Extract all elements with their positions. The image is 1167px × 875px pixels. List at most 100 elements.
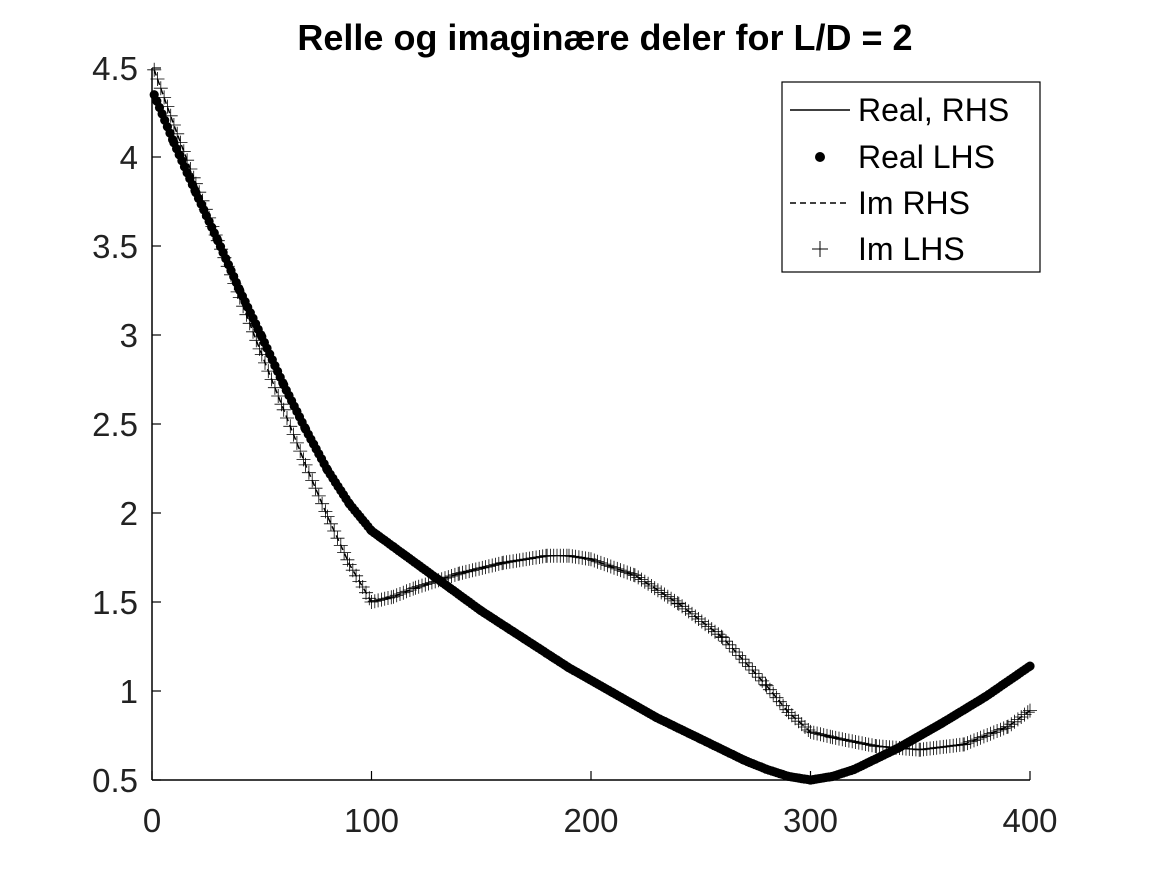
data-point (227, 276, 242, 291)
data-point (496, 555, 511, 570)
data-point (393, 587, 407, 601)
data-point (488, 557, 503, 572)
data-point (163, 108, 178, 123)
data-point (806, 725, 821, 740)
data-point (210, 233, 225, 248)
data-point (472, 561, 487, 576)
data-point (468, 562, 483, 577)
data-point (970, 732, 985, 747)
data-point (512, 553, 527, 568)
data-point (722, 637, 737, 652)
x-tick-label: 200 (563, 802, 618, 839)
data-point (502, 554, 517, 569)
data-point (772, 694, 787, 709)
data-point (681, 604, 696, 619)
legend-label: Im RHS (858, 185, 970, 221)
data-point (841, 733, 856, 748)
data-point (465, 563, 480, 578)
data-point (252, 341, 267, 356)
data-point (620, 565, 635, 580)
data-point (349, 568, 364, 583)
data-point (719, 634, 733, 649)
data-point (311, 488, 326, 503)
legend: Real, RHS Real LHS Im RHS Im LHS (781, 81, 1041, 273)
data-point (1023, 703, 1037, 718)
data-point (205, 219, 220, 234)
data-point (509, 553, 524, 568)
data-point (452, 566, 467, 581)
data-point (519, 552, 534, 567)
data-point (781, 705, 796, 720)
data-point (246, 324, 260, 339)
data-point (960, 736, 975, 751)
data-point (593, 555, 608, 570)
data-point (861, 737, 876, 752)
data-point (575, 550, 590, 565)
data-point (803, 724, 818, 739)
legend-item: Im RHS (790, 185, 970, 221)
data-point (525, 551, 540, 565)
data-point (305, 473, 320, 488)
data-point (986, 725, 1001, 740)
data-point (671, 596, 686, 611)
data-point (274, 397, 289, 412)
data-point (236, 299, 251, 314)
data-point (320, 509, 335, 524)
data-point (444, 569, 459, 583)
data-point (208, 228, 223, 242)
data-point (402, 583, 417, 597)
data-point (424, 575, 439, 590)
data-point (516, 552, 530, 567)
data-point (634, 572, 649, 587)
data-point (415, 578, 429, 593)
legend-label: Im LHS (858, 231, 965, 267)
data-point (371, 593, 386, 608)
data-point (825, 730, 840, 745)
data-point (745, 663, 760, 677)
data-point (296, 452, 311, 467)
data-point (1020, 705, 1035, 720)
data-point (568, 549, 583, 564)
data-point (776, 698, 791, 713)
x-tick-label: 0 (143, 802, 161, 839)
data-point (851, 735, 866, 750)
data-point (406, 581, 421, 596)
data-point (742, 659, 756, 674)
data-point (788, 711, 803, 726)
data-point (342, 557, 357, 572)
data-point (478, 560, 493, 575)
data-point (384, 590, 399, 605)
data-point (832, 731, 846, 746)
data-point (735, 652, 750, 667)
y-tick-label: 4 (120, 139, 138, 176)
x-tick-label: 100 (344, 802, 399, 839)
data-point (590, 554, 605, 569)
data-point (264, 372, 279, 387)
data-point (286, 427, 301, 442)
data-point (600, 558, 615, 573)
data-point (333, 538, 348, 553)
data-point (565, 549, 580, 564)
data-point (157, 90, 172, 105)
data-point (362, 591, 377, 606)
data-point (381, 591, 395, 605)
data-point (571, 550, 586, 565)
data-point (418, 577, 433, 592)
data-point (355, 580, 370, 594)
data-point (458, 564, 473, 579)
data-point (462, 564, 477, 579)
y-tick-label: 1.5 (92, 584, 138, 621)
data-point (367, 594, 382, 609)
data-point (280, 411, 294, 425)
data-point (820, 728, 834, 743)
data-point (675, 599, 690, 614)
data-point (990, 724, 1005, 738)
y-ticks: 0.5 1 1.5 2 2.5 3 3.5 4 4.5 (92, 50, 161, 799)
data-point (810, 726, 825, 741)
data-point (230, 284, 245, 299)
data-point (562, 548, 576, 563)
y-tick-label: 4.5 (92, 50, 138, 87)
data-point (271, 389, 286, 403)
data-point (147, 62, 162, 77)
